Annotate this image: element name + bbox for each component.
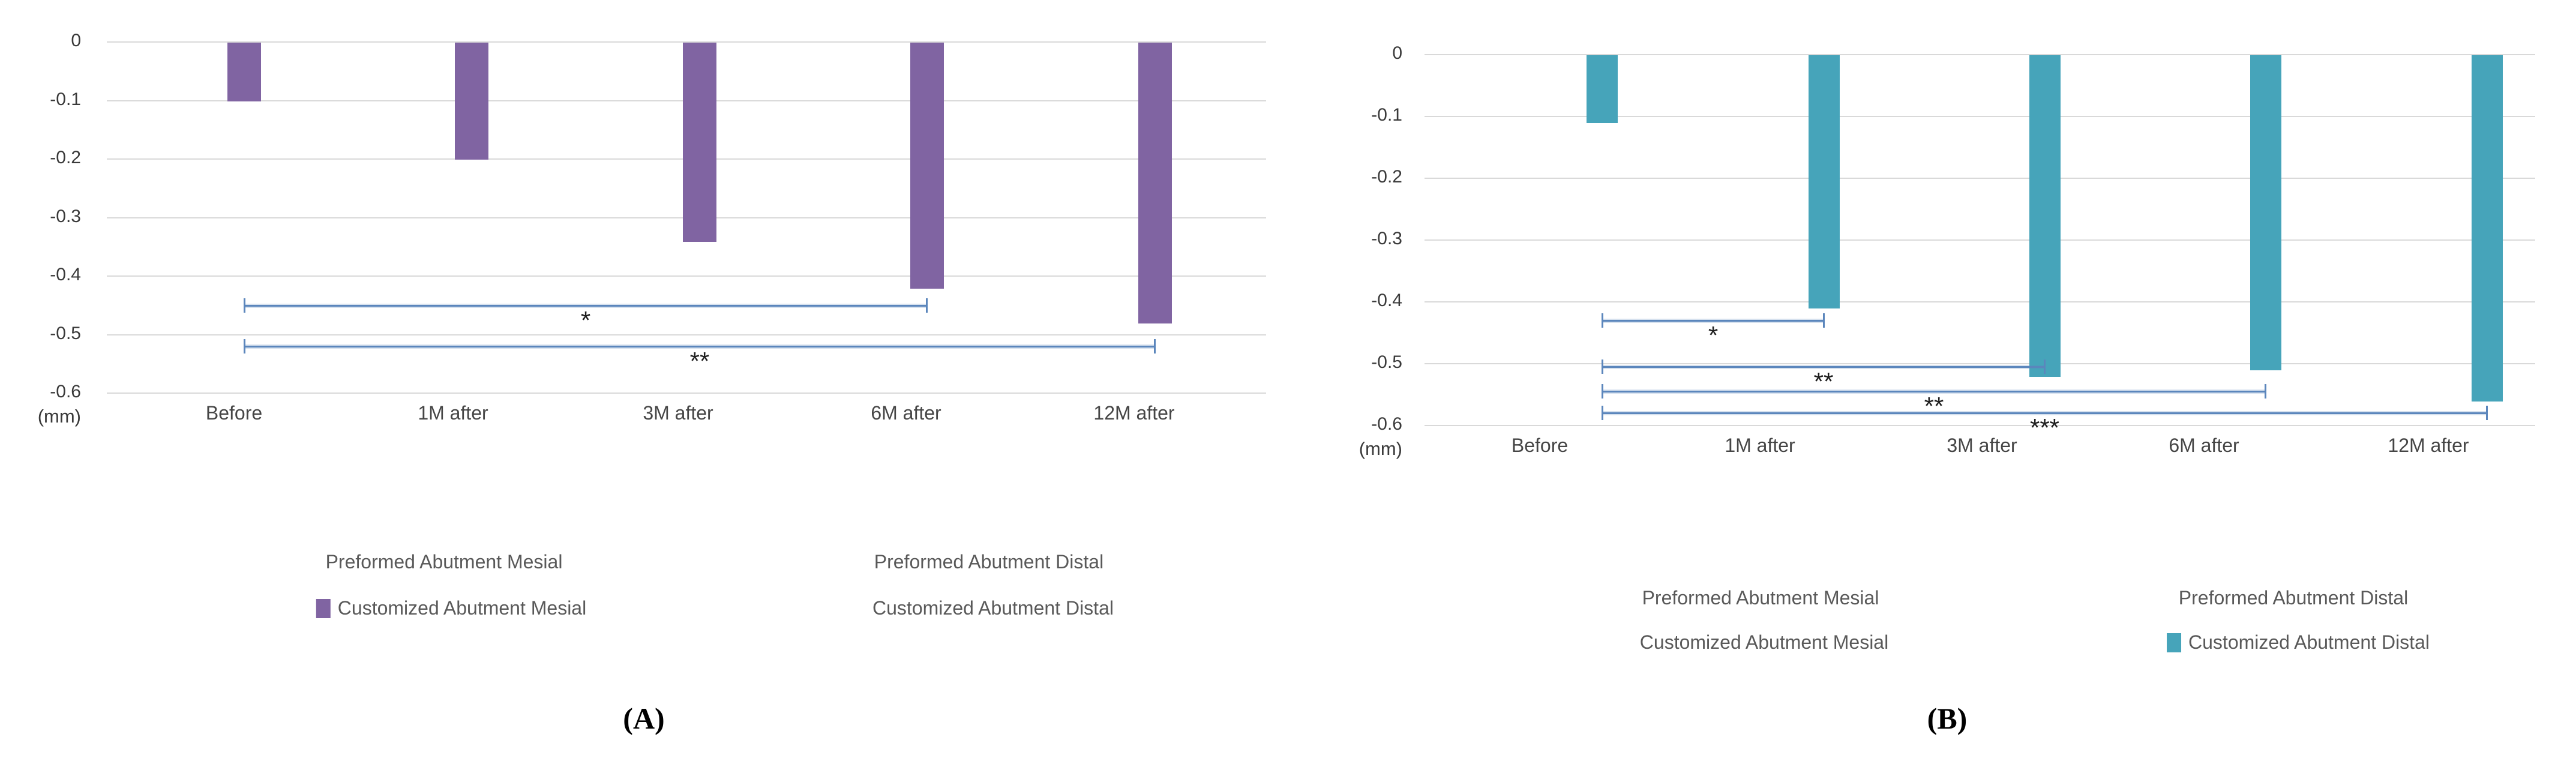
panel-a-y-gridline [107, 393, 1266, 394]
panel-b-y-gridline [1425, 116, 2535, 117]
panel-a-bracket-significance-label: ** [689, 347, 710, 375]
panel-b-y-gridline [1425, 425, 2535, 426]
panel-b-bar-before [1587, 55, 1618, 124]
panel-a-caption: (A) [623, 702, 665, 735]
panel-b-significance-bracket-2 [1602, 366, 2045, 368]
panel-b-y-tick-label: 0 [1392, 43, 1402, 63]
panel-b-bar-12m-after [2472, 55, 2503, 402]
panel-a-legend-label: Customized Abutment Mesial [337, 597, 587, 619]
panel-a-bracket-end-cap [244, 339, 245, 353]
panel-a-axis-unit-label: (mm) [37, 406, 81, 427]
panel-a-bracket-end-cap [244, 298, 245, 313]
panel-b-bar-1m-after [1809, 55, 1840, 309]
panel-b-x-category-label: 6M after [2169, 435, 2239, 456]
panel-b-bracket-significance-label: ** [1924, 392, 1944, 421]
panel-b-y-tick-label: -0.1 [1371, 105, 1402, 125]
panel-b-bracket-significance-label: * [1708, 320, 1719, 349]
panel-b-legend-swatch-icon [2167, 633, 2182, 652]
panel-b-y-gridline [1425, 363, 2535, 364]
panel-a-y-gridline [107, 41, 1266, 43]
panel-b-bar-6m-after [2250, 55, 2281, 371]
panel-b-y-gridline [1425, 239, 2535, 241]
panel-a-legend-label: Preformed Abutment Mesial [325, 551, 563, 573]
panel-a-bar-12m-after [1138, 43, 1172, 323]
panel-a-y-gridline [107, 334, 1266, 335]
panel-a-bracket-significance-label: * [580, 305, 591, 334]
panel-b-legend-item: Customized Abutment Mesial [1640, 631, 1888, 654]
panel-b-bracket-end-cap [2265, 384, 2266, 399]
panel-a-y-tick-label: 0 [71, 31, 81, 50]
panel-b-axis-unit-label: (mm) [1359, 438, 1402, 459]
panel-a-y-tick-label: -0.2 [50, 148, 81, 167]
panel-a-significance-bracket-1 [244, 304, 927, 307]
panel-b-x-category-label: 12M after [2388, 435, 2469, 456]
panel-b-bracket-end-cap [2486, 406, 2488, 421]
panel-b-legend-label: Preformed Abutment Distal [2178, 587, 2409, 609]
panel-a-y-tick-label: -0.4 [50, 265, 81, 284]
panel-a-x-category-label: 1M after [418, 402, 488, 424]
panel-a-legend-item: Customized Abutment Mesial [316, 597, 586, 619]
panel-a-y-tick-label: -0.3 [50, 206, 81, 226]
panel-b-y-tick-label: -0.3 [1371, 229, 1402, 248]
panel-a-x-category-label: 3M after [643, 402, 713, 424]
panel-b-y-gridline [1425, 301, 2535, 302]
panel-b-y-tick-label: -0.6 [1371, 414, 1402, 434]
panel-a-legend-label: Preformed Abutment Distal [874, 551, 1104, 573]
panel-a-y-tick-label: -0.5 [50, 323, 81, 343]
panel-a-legend-label: Customized Abutment Distal [872, 597, 1114, 619]
panel-b-y-tick-label: -0.4 [1371, 290, 1402, 310]
panel-a-x-category-label: Before [205, 402, 263, 424]
panel-b-y-tick-label: -0.5 [1371, 352, 1402, 372]
panel-b-y-tick-label: -0.2 [1371, 167, 1402, 187]
panel-a-significance-bracket-2 [244, 346, 1155, 347]
panel-a-bar-6m-after [910, 43, 944, 289]
panel-b-legend-item: Preformed Abutment Distal [2179, 587, 2408, 609]
panel-b-bar-3m-after [2029, 55, 2061, 377]
panel-b-x-category-label: 1M after [1725, 435, 1795, 456]
panel-b-legend-label: Customized Abutment Distal [2188, 631, 2430, 653]
panel-b-y-gridline [1425, 178, 2535, 179]
panel-a-x-category-label: 6M after [871, 402, 941, 424]
panel-b-bracket-significance-label: *** [2029, 414, 2060, 442]
panel-b-significance-bracket-4 [1602, 412, 2487, 415]
panel-a-legend-swatch-icon [316, 598, 331, 618]
panel-b-legend-item: Customized Abutment Distal [2167, 631, 2430, 654]
panel-a-y-tick-label: -0.6 [50, 382, 81, 402]
panel-a-bar-3m-after [683, 43, 716, 242]
panel-b-bracket-end-cap [2044, 359, 2046, 374]
panel-b-x-category-label: 3M after [1947, 435, 2017, 456]
panel-b-bracket-end-cap [1602, 384, 1603, 399]
panel-b-caption: (B) [1927, 702, 1968, 735]
panel-a-y-tick-label: -0.1 [50, 89, 81, 109]
panel-b-significance-bracket-3 [1602, 391, 2266, 393]
panel-a-bracket-end-cap [926, 298, 928, 313]
panel-b-y-gridline [1425, 54, 2535, 55]
panel-b-bracket-end-cap [1602, 359, 1603, 374]
panel-b-legend-label: Preformed Abutment Mesial [1642, 587, 1879, 609]
panel-a-legend-item: Preformed Abutment Distal [874, 551, 1103, 573]
panel-b-bracket-end-cap [1823, 313, 1825, 328]
panel-a-legend-item: Preformed Abutment Mesial [326, 551, 563, 573]
panel-b-x-category-label: Before [1511, 435, 1569, 456]
panel-b-legend-item: Preformed Abutment Mesial [1642, 587, 1879, 609]
panel-a-legend-item: Customized Abutment Distal [872, 597, 1114, 619]
panel-a-y-gridline [107, 275, 1266, 277]
panel-b-significance-bracket-1 [1602, 319, 1824, 322]
panel-a-x-category-label: 12M after [1093, 402, 1175, 424]
panel-a-bracket-end-cap [1154, 339, 1156, 353]
panel-a-bar-1m-after [455, 43, 488, 160]
panel-b-bracket-significance-label: ** [1813, 367, 1834, 396]
panel-a-bar-before [227, 43, 261, 101]
panel-b-legend-label: Customized Abutment Mesial [1639, 631, 1889, 653]
panel-b-bracket-end-cap [1602, 406, 1603, 421]
panel-b-bracket-end-cap [1602, 313, 1603, 328]
